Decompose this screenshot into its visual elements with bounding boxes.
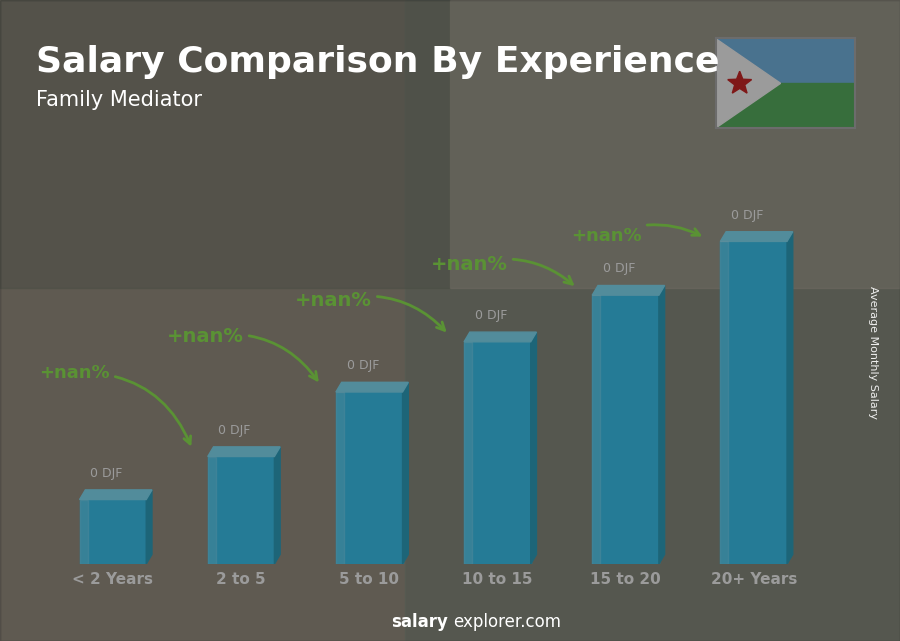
Text: +nan%: +nan% [571,225,699,246]
Bar [464,342,531,564]
Polygon shape [716,38,780,128]
Bar [720,242,787,564]
Polygon shape [531,332,536,564]
Text: 0 DJF: 0 DJF [346,359,379,372]
Polygon shape [208,447,280,456]
Text: explorer.com: explorer.com [453,613,561,631]
Text: salary: salary [392,613,448,631]
Bar [208,456,216,564]
Bar [79,499,146,564]
Text: 0 DJF: 0 DJF [219,424,251,437]
Text: +nan%: +nan% [39,363,191,444]
Polygon shape [336,382,409,392]
Bar [592,296,600,564]
Text: Family Mediator: Family Mediator [36,90,202,110]
Bar [464,342,473,564]
Text: Average Monthly Salary: Average Monthly Salary [868,286,878,419]
Text: +nan%: +nan% [295,291,445,330]
Polygon shape [592,285,664,296]
Text: 0 DJF: 0 DJF [475,309,508,322]
Text: +nan%: +nan% [431,255,572,284]
Bar [336,392,402,564]
Text: Salary Comparison By Experience: Salary Comparison By Experience [36,45,719,79]
Polygon shape [720,232,793,242]
Polygon shape [79,490,152,499]
Bar [716,83,855,128]
Bar [79,499,87,564]
Bar [720,242,728,564]
Text: +nan%: +nan% [166,327,317,380]
Polygon shape [146,490,152,564]
Polygon shape [402,382,409,564]
Text: 0 DJF: 0 DJF [603,262,635,276]
Bar [716,38,855,83]
Polygon shape [787,232,793,564]
Bar [336,392,344,564]
Polygon shape [728,71,752,93]
Bar [592,296,659,564]
Polygon shape [659,285,664,564]
Polygon shape [464,332,536,342]
Bar [208,456,274,564]
Polygon shape [274,447,280,564]
Text: 0 DJF: 0 DJF [731,209,763,222]
Text: 0 DJF: 0 DJF [90,467,122,480]
